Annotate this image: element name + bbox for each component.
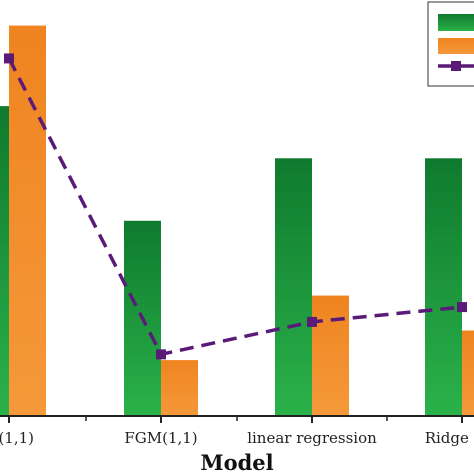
bar-orange-0 bbox=[9, 25, 46, 417]
x-tick-label-3: Ridge reg bbox=[425, 429, 474, 447]
bar-green-0 bbox=[0, 106, 9, 416]
legend-swatch-marker bbox=[451, 61, 461, 71]
line-marker-1 bbox=[156, 349, 166, 360]
x-axis-title: Model bbox=[200, 450, 273, 474]
legend-swatch-green bbox=[438, 14, 474, 31]
line-marker-2 bbox=[307, 316, 317, 327]
bar-orange-1 bbox=[161, 360, 198, 416]
x-ticks-layer: (1,1) FGM(1,1) linear regression Ridge reg bbox=[0, 416, 474, 447]
line-marker-3 bbox=[457, 302, 467, 313]
bars-layer bbox=[0, 25, 474, 417]
x-tick-label-2: linear regression bbox=[247, 429, 377, 447]
bar-green-2 bbox=[275, 158, 312, 417]
legend bbox=[427, 1, 474, 87]
line-series-path bbox=[7, 57, 463, 357]
legend-swatch-orange bbox=[438, 38, 474, 54]
bar-orange-3 bbox=[462, 330, 474, 416]
bar-orange-2 bbox=[312, 295, 349, 416]
x-tick-label-0: (1,1) bbox=[0, 429, 34, 447]
bar-green-3 bbox=[425, 158, 462, 417]
line-series-layer bbox=[4, 53, 467, 360]
x-tick-label-1: FGM(1,1) bbox=[124, 429, 197, 447]
line-marker-0 bbox=[4, 53, 14, 64]
